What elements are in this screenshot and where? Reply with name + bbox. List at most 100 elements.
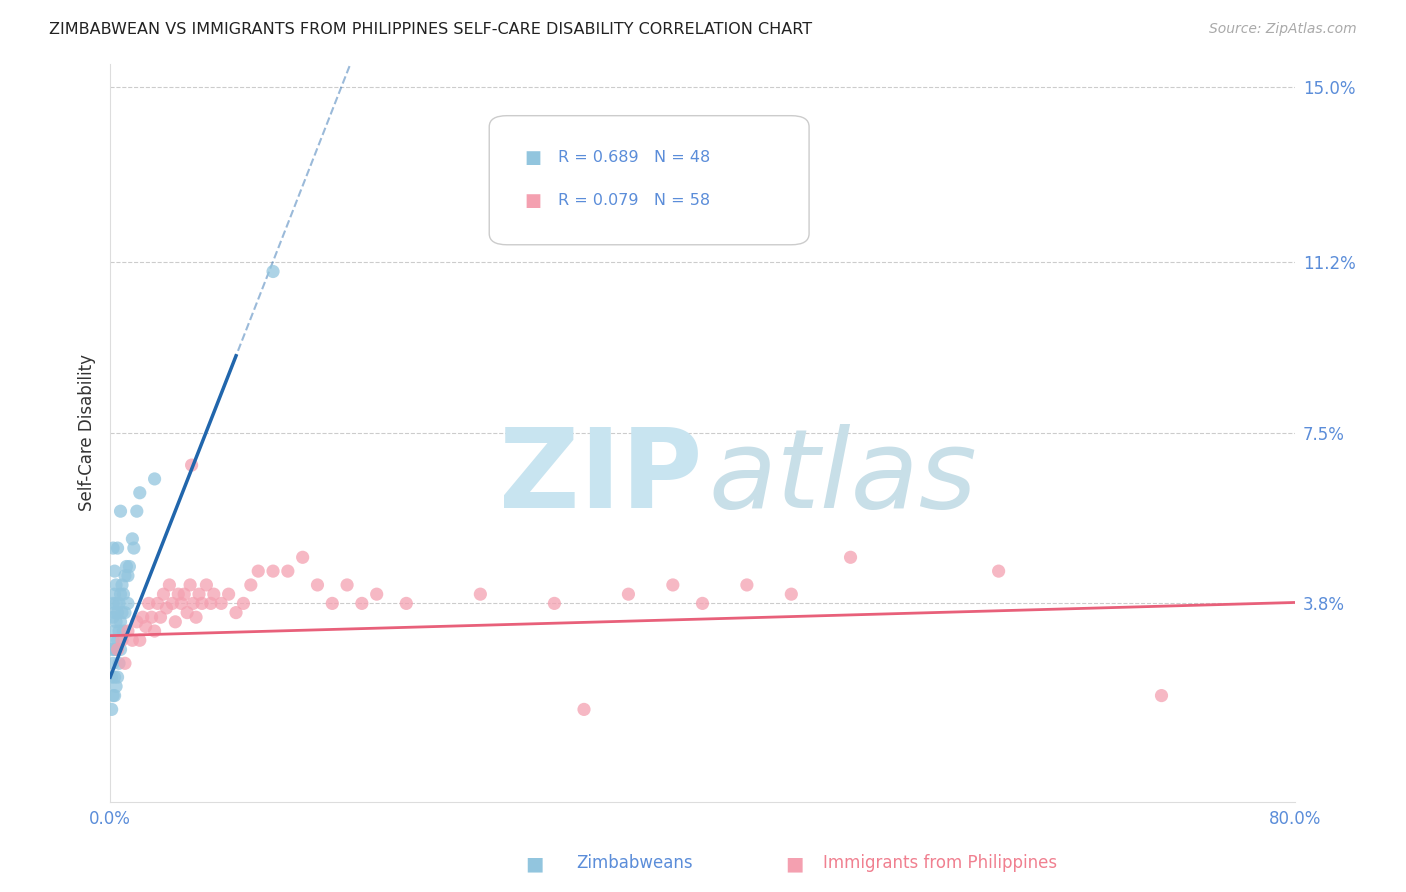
Point [104,606,127,620]
Point [135,619,157,633]
Point [115,559,138,574]
Point [239,578,262,592]
Point [225,606,247,620]
Point [180,458,202,472]
Point [170,596,193,610]
Point [114,657,136,671]
Point [101,596,124,610]
Point [111,633,134,648]
Point [321,596,343,610]
Point [232,596,254,610]
Point [143,624,166,638]
Point [336,578,359,592]
Point [122,541,145,555]
Point [125,504,148,518]
Point [121,532,143,546]
Point [1150,689,1173,703]
Point [165,615,187,629]
Point [105,596,128,610]
Point [138,596,160,610]
Point [100,670,122,684]
Point [100,642,122,657]
Point [128,633,150,648]
Point [162,596,184,610]
Text: atlas: atlas [709,424,977,531]
Point [117,624,139,638]
Point [191,596,214,610]
Point [101,541,124,555]
Point [112,587,135,601]
Point [987,564,1010,578]
Point [105,642,128,657]
Point [117,596,139,610]
Point [105,615,128,629]
Text: R = 0.079   N = 58: R = 0.079 N = 58 [558,193,710,208]
Point [155,601,177,615]
Point [107,541,129,555]
Point [125,615,148,629]
Point [209,596,232,610]
Point [149,610,172,624]
Point [118,559,141,574]
Y-axis label: Self-Care Disability: Self-Care Disability [79,354,96,511]
Text: ZIP: ZIP [499,424,703,531]
Text: ■: ■ [524,149,541,167]
Text: R = 0.689   N = 48: R = 0.689 N = 48 [558,150,710,165]
Point [107,606,129,620]
Point [188,587,211,601]
Point [176,606,198,620]
Point [146,596,169,610]
Text: Zimbabweans: Zimbabweans [576,855,693,872]
Point [184,610,207,624]
Point [107,670,129,684]
Point [104,587,127,601]
Text: ■: ■ [785,854,804,873]
Point [572,702,595,716]
Point [141,610,163,624]
Point [307,578,329,592]
Point [692,596,714,610]
Point [110,642,132,657]
Point [173,587,195,601]
FancyBboxPatch shape [489,116,808,244]
Text: Immigrants from Philippines: Immigrants from Philippines [823,855,1057,872]
Point [132,610,155,624]
Point [107,642,129,657]
Point [167,587,190,601]
Point [107,633,129,648]
Point [104,564,127,578]
Point [735,578,758,592]
Point [780,587,803,601]
Point [262,264,284,278]
Point [157,578,180,592]
Point [202,587,225,601]
Point [101,633,124,648]
Point [112,624,135,638]
Point [121,633,143,648]
Point [218,587,240,601]
Point [662,578,685,592]
Point [195,578,218,592]
Point [104,624,127,638]
Point [108,624,131,638]
Point [366,587,388,601]
Text: Source: ZipAtlas.com: Source: ZipAtlas.com [1209,22,1357,37]
Point [839,550,862,565]
Point [105,578,128,592]
Point [543,596,565,610]
Point [470,587,492,601]
Text: ZIMBABWEAN VS IMMIGRANTS FROM PHILIPPINES SELF-CARE DISABILITY CORRELATION CHART: ZIMBABWEAN VS IMMIGRANTS FROM PHILIPPINE… [49,22,813,37]
Point [108,596,131,610]
Point [101,657,124,671]
Point [104,642,127,657]
Point [101,610,124,624]
Point [104,670,127,684]
Point [152,587,174,601]
Point [200,596,222,610]
Point [179,578,201,592]
Point [291,550,314,565]
Point [143,472,166,486]
Point [105,679,128,693]
Point [104,689,127,703]
Point [117,568,139,582]
